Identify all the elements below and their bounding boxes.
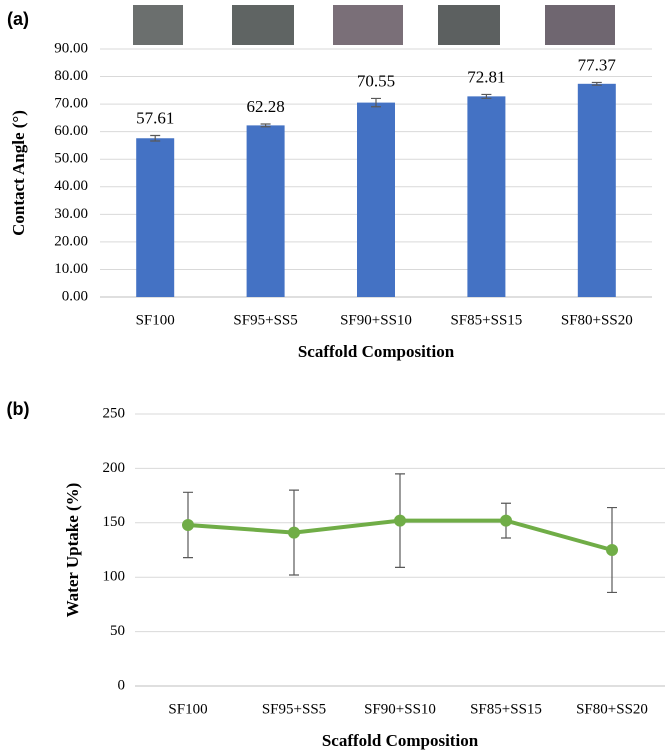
- y-tick-label: 0.00: [62, 288, 88, 304]
- error-bar: [591, 81, 602, 86]
- x-tick-label: SF95+SS5: [262, 701, 326, 717]
- error-bar: [371, 97, 381, 108]
- error-bar: [481, 93, 492, 99]
- y-tick-label: 200: [103, 460, 126, 476]
- y-tick-label: 50: [110, 623, 125, 639]
- bar: [246, 125, 285, 297]
- marker: [394, 514, 406, 527]
- data-label: 70.55: [357, 71, 395, 90]
- y-tick-label: 30.00: [54, 206, 88, 222]
- marker: [182, 518, 194, 531]
- bar: [467, 96, 506, 297]
- droplet-image: [133, 5, 183, 45]
- x-tick-label: SF100: [168, 701, 207, 717]
- data-label: 72.81: [467, 67, 505, 86]
- bar: [577, 83, 616, 297]
- y-tick-label: 50.00: [54, 151, 88, 167]
- y-tick-label: 60.00: [54, 123, 88, 139]
- x-tick-label: SF80+SS20: [561, 312, 633, 328]
- y-tick-label: 90.00: [54, 40, 88, 56]
- error-bar: [260, 123, 271, 128]
- y-tick-label: 100: [103, 569, 126, 585]
- data-label: 57.61: [136, 108, 174, 127]
- x-tick-label: SF100: [136, 312, 175, 328]
- x-axis-title: Scaffold Composition: [322, 731, 479, 750]
- y-tick-label: 250: [103, 405, 126, 421]
- x-axis-title: Scaffold Composition: [298, 342, 455, 361]
- data-label: 77.37: [578, 55, 617, 74]
- y-tick-label: 150: [103, 514, 126, 530]
- droplet-image: [232, 5, 294, 45]
- y-axis-title: Contact Angle (°): [9, 110, 28, 236]
- x-tick-label: SF85+SS15: [470, 701, 542, 717]
- x-tick-label: SF80+SS20: [576, 701, 648, 717]
- x-tick-label: SF95+SS5: [233, 312, 297, 328]
- droplet-images: [133, 5, 615, 45]
- y-tick-label: 0: [118, 677, 126, 693]
- bar: [357, 102, 395, 298]
- droplet-image: [333, 5, 403, 45]
- y-axis-title: Water Uptake (%): [63, 483, 82, 618]
- marker: [288, 526, 300, 539]
- panel-label: (a): [7, 9, 29, 29]
- droplet-image: [545, 5, 615, 45]
- x-tick-label: SF90+SS10: [364, 701, 436, 717]
- y-tick-label: 80.00: [54, 68, 88, 84]
- error-bar: [150, 134, 161, 142]
- y-tick-label: 70.00: [54, 96, 88, 112]
- marker: [500, 514, 512, 527]
- bar: [136, 138, 175, 297]
- y-tick-label: 40.00: [54, 178, 88, 194]
- marker: [606, 544, 618, 556]
- x-tick-label: SF85+SS15: [450, 312, 522, 328]
- x-tick-label: SF90+SS10: [340, 312, 412, 328]
- y-tick-label: 20.00: [54, 233, 88, 249]
- droplet-image: [438, 5, 500, 45]
- panel-label: (b): [7, 399, 30, 419]
- data-label: 62.28: [246, 97, 284, 116]
- y-tick-label: 10.00: [54, 261, 88, 277]
